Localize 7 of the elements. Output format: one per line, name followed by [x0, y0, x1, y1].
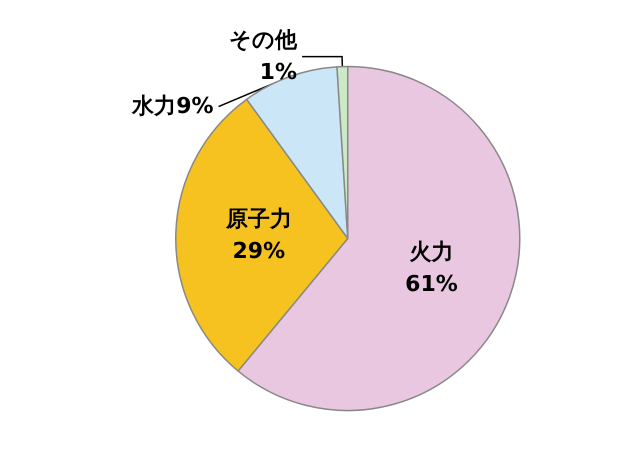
data-label: 1%: [260, 60, 298, 86]
slice-label: 水力9%: [131, 94, 214, 120]
slice-label: 火力: [410, 240, 454, 266]
data-label: 29%: [232, 239, 286, 264]
slice-label: 原子力: [224, 207, 292, 232]
data-label: 61%: [405, 272, 458, 298]
slice-label: その他: [229, 28, 298, 54]
